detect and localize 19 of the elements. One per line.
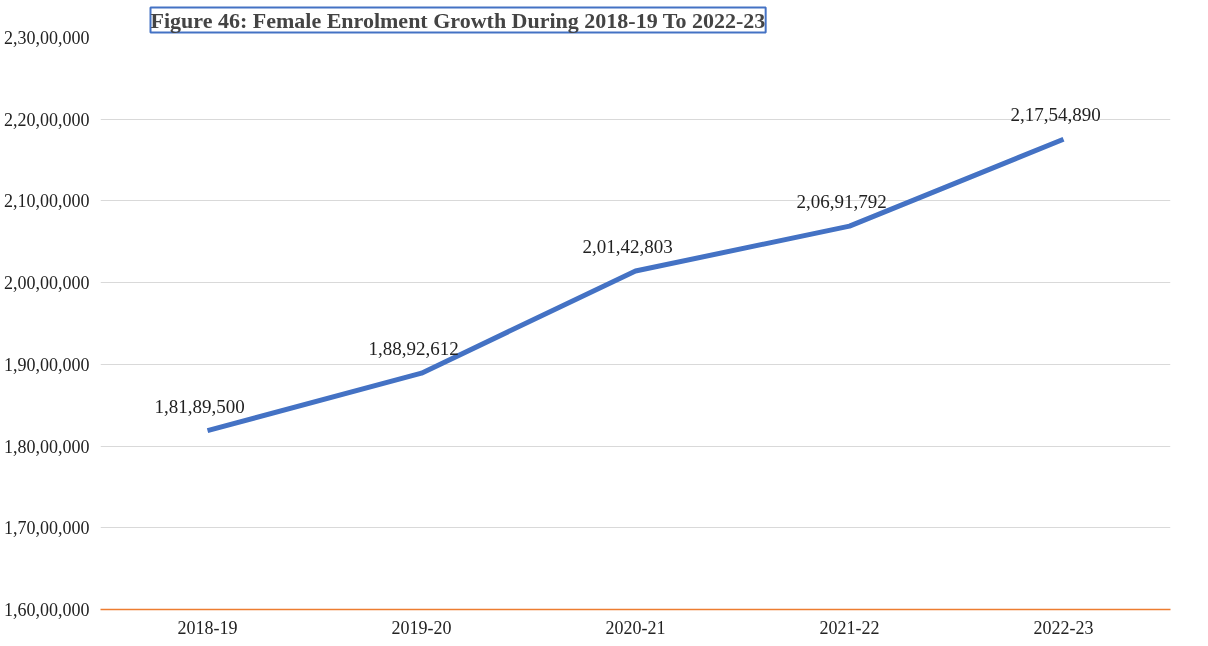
data-label: 2,06,91,792 bbox=[796, 191, 887, 213]
data-label: 1,88,92,612 bbox=[368, 338, 459, 360]
y-tick-label: 1,90,00,000 bbox=[4, 354, 90, 375]
x-tick-label: 2020-21 bbox=[605, 617, 666, 638]
data-label: 2,01,42,803 bbox=[582, 235, 673, 257]
y-tick-label: 1,80,00,000 bbox=[4, 436, 90, 457]
y-tick-label: 2,20,00,000 bbox=[4, 109, 90, 130]
x-tick-label: 2021-22 bbox=[819, 617, 880, 638]
chart-title: Figure 46: Female Enrolment Growth During 2018-19 To 2022-23 bbox=[150, 7, 766, 33]
y-tick-label: 1,60,00,000 bbox=[4, 600, 90, 620]
y-tick-label: 2,00,00,000 bbox=[4, 273, 90, 294]
x-tick-label: 2018-19 bbox=[177, 617, 238, 638]
y-tick-label: 2,30,00,000 bbox=[4, 28, 90, 48]
y-tick-label: 2,10,00,000 bbox=[4, 191, 90, 212]
data-label: 2,17,54,890 bbox=[1010, 104, 1101, 126]
y-tick-label: 1,70,00,000 bbox=[4, 518, 90, 539]
data-label: 1,81,89,500 bbox=[154, 395, 245, 417]
x-tick-label: 2019-20 bbox=[391, 617, 452, 638]
x-tick-label: 2022-23 bbox=[1033, 617, 1094, 638]
